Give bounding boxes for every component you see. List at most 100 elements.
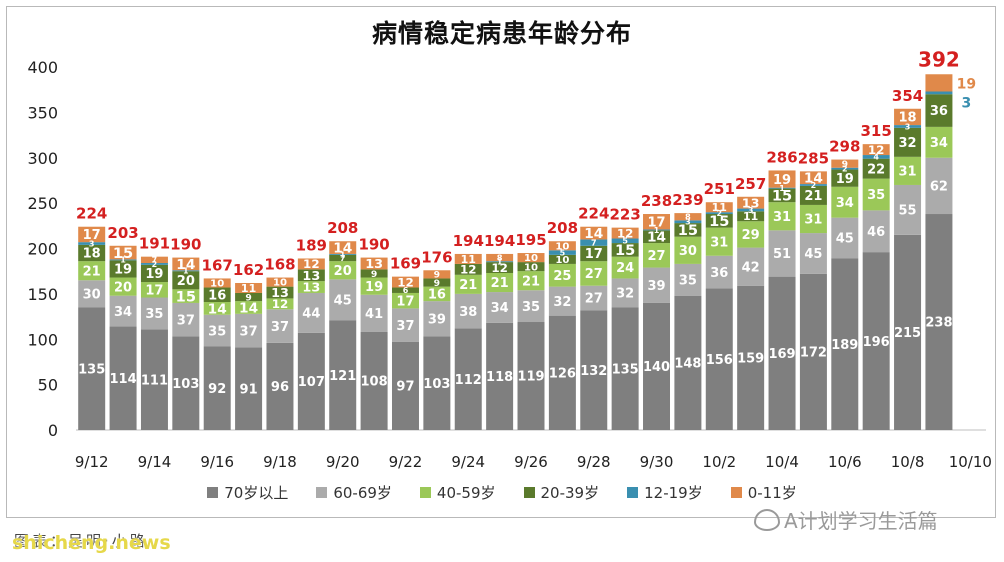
bar-segment [643,243,671,268]
data-label: 45 [836,232,854,247]
bar-segment [925,91,953,95]
data-label: 111 [141,373,168,388]
data-label: 31 [804,213,822,228]
bar-segment [674,236,702,264]
bar-segment [517,271,545,291]
bar-segment [643,230,671,244]
data-label: 17 [585,247,603,262]
bar-segment [423,301,451,337]
data-label: 12 [397,275,414,289]
data-label: 12 [272,297,289,311]
data-label: 12 [868,143,885,157]
data-label: 14 [176,257,195,273]
bar-segment [78,280,106,308]
data-label: 37 [240,324,258,339]
bar-segment [831,217,859,259]
bar-segment [329,254,357,262]
data-label: 9 [371,269,377,280]
data-label: 3 [962,95,972,111]
bar-segment [140,263,168,265]
data-label: 17 [145,283,163,298]
total-label: 190 [170,236,201,254]
legend-swatch [730,487,742,498]
data-label: 135 [612,362,639,377]
x-tick-label: 9/18 [263,453,297,471]
bar-segment [799,171,827,185]
data-label: 21 [522,274,540,289]
data-label: 1 [340,250,346,259]
data-label: 91 [240,382,258,397]
data-label: 11 [241,282,256,295]
data-label: 15 [176,288,196,305]
bar-segment [360,294,388,332]
bar-segment [109,245,137,260]
bar-segment [235,347,263,430]
bar-segment [203,287,231,303]
bar-segment [705,288,733,430]
data-label: 121 [329,369,356,384]
total-label: 257 [735,175,766,193]
bar-segment [737,247,765,286]
data-label: 15 [615,242,635,259]
data-label: 19 [114,263,132,278]
data-label: 14 [804,171,823,187]
data-label: 13 [742,196,760,211]
data-label: 2 [811,181,817,190]
data-label: 19 [145,267,163,282]
bar-segment [768,230,796,277]
bar-segment [737,285,765,430]
data-label: 31 [773,210,791,225]
data-label: 25 [553,269,571,284]
total-label: 168 [264,256,295,274]
bar-segment [329,261,357,280]
data-label: 108 [361,375,388,390]
data-label: 1 [120,256,126,265]
bar-segment [925,214,953,430]
y-tick-label: 300 [27,149,58,168]
legend-label: 20-39岁 [540,484,600,502]
data-label: 159 [737,352,764,367]
bar-segment [517,290,545,323]
bar-segment [486,262,514,273]
bar-segment [203,346,231,430]
bar-segment [391,287,419,293]
watermark: A计划学习生活篇 [754,505,938,534]
bar-segment [831,159,859,168]
bar-segment [266,298,294,310]
bar-segment [391,276,419,288]
data-label: 196 [863,335,890,350]
legend-label: 70岁以上 [224,484,289,502]
bar-segment [454,274,482,294]
legend-label: 12-19岁 [644,484,703,502]
data-label: 6 [403,286,409,295]
bar-segment [674,263,702,296]
data-label: 1 [654,226,660,235]
total-label: 176 [421,248,452,266]
bar-segment [486,253,514,262]
bar-segment [862,155,890,159]
data-label: 19 [836,172,854,187]
x-tick-label: 9/20 [326,453,360,471]
bar-segment [297,281,325,293]
bar-segment [862,158,890,179]
data-label: 3 [89,239,95,248]
data-label: 13 [271,286,289,301]
data-label: 14 [239,300,258,316]
bar-segment [329,241,357,254]
bar-segment [611,256,639,279]
bar-segment [391,292,419,309]
data-label: 11 [712,201,727,214]
total-label: 169 [390,255,421,273]
bar-segment [172,270,200,272]
legend-swatch [523,487,535,498]
data-label: 3 [905,122,911,131]
bar-segment [674,213,702,221]
bar-segment [925,126,953,158]
data-label: 14 [647,230,666,246]
data-label: 5 [622,237,628,246]
legend-label: 40-59岁 [436,484,496,502]
bar-segment [140,264,168,283]
x-tick-label: 10/10 [949,453,992,471]
data-label: 62 [930,180,948,195]
